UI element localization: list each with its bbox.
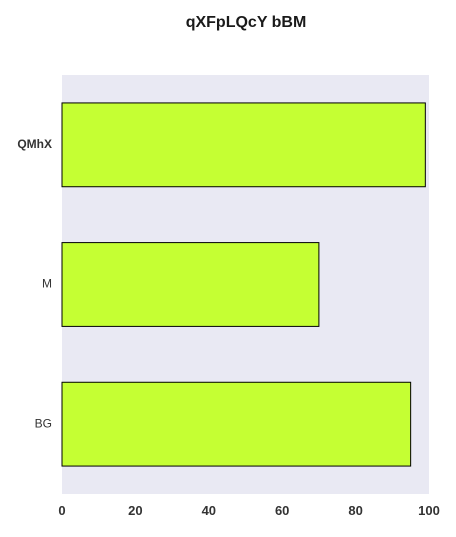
bar-bg [61,381,412,467]
y-tick-label-m: M [42,277,52,291]
y-tick-label-bg: BG [35,416,52,430]
x-tick-labels: 0 20 40 60 80 100 [58,503,439,518]
chart-title: qXFpLQcY bBM [186,14,307,31]
x-tick-label-80: 80 [348,503,362,518]
y-tick-labels: QMhX M BG [17,137,52,430]
x-tick-label-0: 0 [58,503,65,518]
x-tick-label-20: 20 [128,503,142,518]
y-tick-label-qmhx: QMhX [17,137,52,151]
x-tick-label-60: 60 [275,503,289,518]
bars-group [61,102,426,467]
x-tick-label-100: 100 [418,503,440,518]
x-tick-label-40: 40 [202,503,216,518]
bar-m [61,242,320,327]
bar-qmhx [61,102,426,188]
